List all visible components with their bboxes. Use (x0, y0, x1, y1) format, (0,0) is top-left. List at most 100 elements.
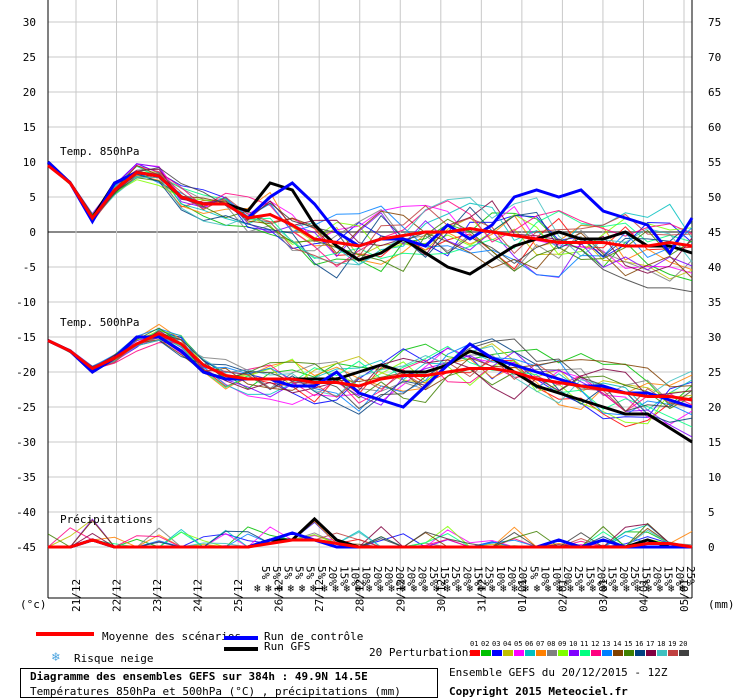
snowflake-icon: ❄ (567, 582, 574, 595)
snow-risk-value: 20% (326, 566, 339, 586)
axes (47, 0, 693, 599)
snowflake-icon: ❄ (276, 582, 283, 595)
right-tick-label: 0 (708, 541, 715, 554)
perturbation-legend-swatch (492, 650, 502, 656)
snow-risk-value: 20% (595, 566, 608, 586)
date-tick-label: 29/12 (394, 579, 407, 612)
snow-risk-value: 20% (416, 566, 429, 586)
snowflake-icon: ❄ (355, 582, 362, 595)
snow-risk-value: 5% (259, 566, 272, 580)
legend-snow-label: Risque neige (74, 652, 154, 665)
perturbation-line (47, 339, 693, 404)
snow-risk-value: 20% (516, 566, 529, 586)
snowflake-icon: ❄ (288, 582, 295, 595)
perturbation-legend-label: 17 (646, 640, 655, 648)
legend-control-line (224, 636, 258, 640)
snowflake-icon: ❄ (478, 582, 485, 595)
snow-risk-value: 25% (628, 566, 641, 586)
perturbation-line (47, 327, 693, 410)
right-axis-unit: (mm) (708, 598, 735, 611)
perturbation-legend-swatch (668, 650, 678, 656)
left-tick-label: 25 (23, 51, 36, 64)
panel-label-precip: Précipitations (60, 513, 153, 526)
perturbation-legend-swatch (657, 650, 667, 656)
perturbation-legend-swatch (646, 650, 656, 656)
right-tick-label: 25 (708, 366, 721, 379)
perturbation-legend-swatch (503, 650, 513, 656)
snowflake-icon: ❄ (590, 582, 597, 595)
snowflake-icon: ❄ (321, 582, 328, 595)
perturbation-line (47, 339, 693, 391)
snow-risk-value: 10% (550, 566, 563, 586)
date-tick-label: 25/12 (232, 579, 245, 612)
date-tick-label: 22/12 (111, 579, 124, 612)
snow-risk-value: 20% (382, 566, 395, 586)
snow-risk-value: 15% (472, 566, 485, 586)
snowflake-icon: ❄ (545, 582, 552, 595)
perturbation-legend-label: 09 (558, 640, 567, 648)
perturbation-legend-swatch (536, 650, 546, 656)
snowflake-icon: ❄ (645, 582, 652, 595)
snowflake-icon: ❄ (411, 582, 418, 595)
perturbation-legend-label: 04 (503, 640, 512, 648)
snowflake-icon: ❄ (399, 582, 406, 595)
right-tick-label: 30 (708, 331, 721, 344)
title-box (20, 668, 438, 698)
snowflake-icon: ❄ (366, 582, 373, 595)
legend-perturbations-label: 20 Perturbations (369, 646, 475, 659)
snow-risk-value: 15% (438, 566, 451, 586)
date-tick-label: 23/12 (151, 579, 164, 612)
snowflake-icon: ❄ (511, 582, 518, 595)
right-tick-label: 45 (708, 226, 721, 239)
right-tick-label: 70 (708, 51, 721, 64)
right-tick-label: 15 (708, 436, 721, 449)
date-tick-label: 05/01 (678, 579, 691, 612)
grid (48, 0, 692, 598)
left-tick-label: -45 (16, 541, 36, 554)
perturbation-legend-swatch (679, 650, 689, 656)
perturbation-legend-swatch (547, 650, 557, 656)
snowflake-icon: ❄ (500, 582, 507, 595)
right-tick-label: 65 (708, 86, 721, 99)
date-tick-label: 30/12 (435, 579, 448, 612)
date-tick-label: 24/12 (192, 579, 205, 612)
legend-control-label: Run de contrôle (264, 630, 364, 643)
perturbation-lines (47, 163, 693, 548)
perturbation-legend-label: 16 (635, 640, 644, 648)
snow-risk-value: 15% (337, 566, 350, 586)
snow-risk-value: 20% (404, 566, 417, 586)
right-tick-label: 55 (708, 156, 721, 169)
snowflake-icon: ❄ (612, 582, 619, 595)
perturbation-legend-label: 15 (624, 640, 633, 648)
left-tick-label: 30 (23, 16, 36, 29)
snowflake-icon: ❄ (388, 582, 395, 595)
perturbation-legend-swatch (602, 650, 612, 656)
left-tick-label: -40 (16, 506, 36, 519)
panel-label-t850: Temp. 850hPa (60, 145, 139, 158)
date-tick-label: 01/01 (516, 579, 529, 612)
panel-label-t500: Temp. 500hPa (60, 316, 139, 329)
date-tick-label: 26/12 (273, 579, 286, 612)
right-tick-label: 60 (708, 121, 721, 134)
snow-risk-value: 20% (650, 566, 663, 586)
chart-subtitle: Températures 850hPa et 500hPa (°C) , pré… (30, 685, 401, 698)
left-axis-unit: (°c) (20, 598, 47, 611)
left-tick-label: -10 (16, 296, 36, 309)
snowflake-icon: ❄ (668, 582, 675, 595)
snowflake-icon: ❄ (455, 582, 462, 595)
perturbation-legend-swatch (514, 650, 524, 656)
snow-risk-value: 20% (617, 566, 630, 586)
snow-risk-value: 10% (539, 566, 552, 586)
date-tick-label: 03/01 (597, 579, 610, 612)
snowflake-icon: ❄ (657, 582, 664, 595)
date-tick-label: 21/12 (70, 579, 83, 612)
perturbation-legend-label: 20 (679, 640, 688, 648)
perturbation-line (47, 165, 693, 279)
legend-gfs-line (224, 647, 258, 651)
snowflake-icon: ❄ (444, 582, 451, 595)
snow-risk-value: 20% (561, 566, 574, 586)
legend-gfs-label: Run GFS (264, 640, 311, 653)
snow-risk-value: 5% (293, 566, 306, 580)
snow-risk-value: 10% (360, 566, 373, 586)
